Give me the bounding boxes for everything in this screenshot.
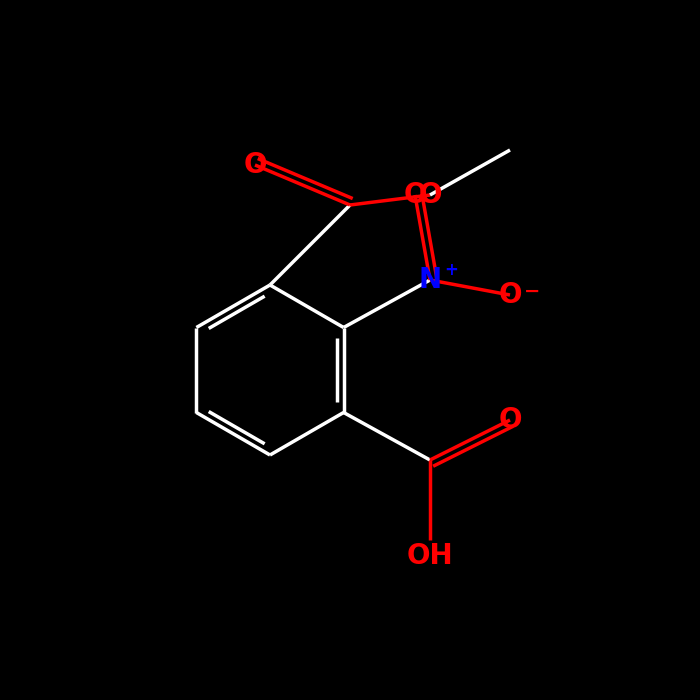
Text: N: N	[419, 266, 442, 294]
Text: O: O	[244, 151, 267, 179]
Text: O: O	[498, 281, 522, 309]
Text: O: O	[419, 181, 442, 209]
Text: −: −	[524, 281, 540, 300]
Text: O: O	[403, 181, 427, 209]
Text: OH: OH	[407, 542, 454, 570]
Text: +: +	[444, 261, 458, 279]
Text: O: O	[498, 406, 522, 434]
